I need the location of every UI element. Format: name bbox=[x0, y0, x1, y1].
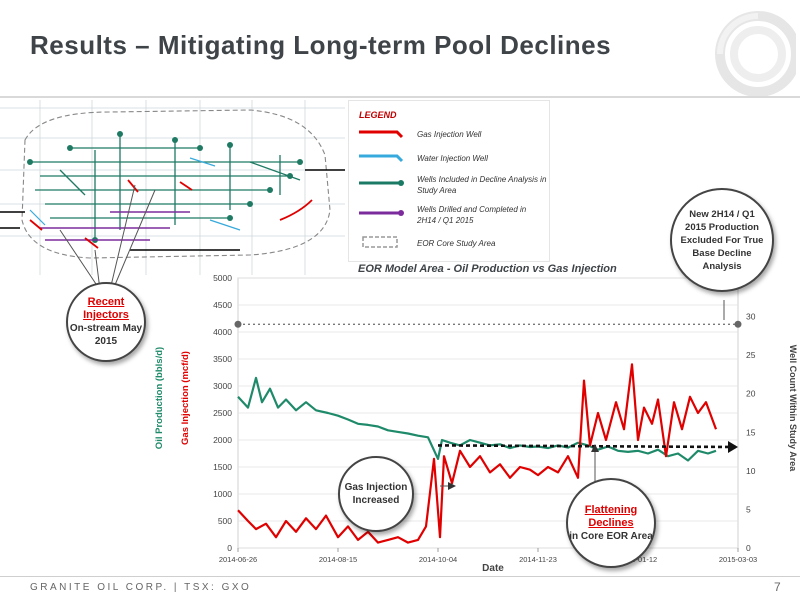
flattening-title: Flattening Declines bbox=[584, 503, 638, 529]
chart-series bbox=[234, 320, 742, 544]
chart-title: EOR Model Area - Oil Production vs Gas I… bbox=[358, 263, 617, 275]
y-axis-label-gas: Gas Injection (mcf/d) bbox=[180, 351, 191, 445]
y-tick-left: 1000 bbox=[213, 489, 232, 499]
x-tick-label: 2014-06-26 bbox=[219, 555, 257, 564]
y-tick-left: 3000 bbox=[213, 381, 232, 391]
legend-item-eor-area: EOR Core Study Area bbox=[417, 239, 496, 248]
y-tick-right: 15 bbox=[746, 427, 756, 437]
series-point bbox=[234, 320, 242, 328]
series-point bbox=[734, 320, 742, 328]
y-tick-left: 4000 bbox=[213, 327, 232, 337]
legend-item-drilled-wells: Wells Drilled and Completed in 2H14 / Q1… bbox=[417, 205, 527, 225]
well-map bbox=[0, 100, 345, 275]
legend-title: LEGEND bbox=[359, 110, 397, 120]
production-chart: 0 500 1000 1500 2000 2500 3000 3500 4000 4500 5000… bbox=[154, 273, 798, 574]
gas-injection-text: Gas Injection Increased bbox=[344, 482, 408, 506]
y-tick-right: 0 bbox=[746, 543, 751, 553]
water-injection-legend-icon bbox=[359, 154, 404, 163]
y-tick-right: 20 bbox=[746, 389, 756, 399]
trend-arrowhead bbox=[728, 441, 738, 454]
y-tick-right: 10 bbox=[746, 466, 756, 476]
y-tick-left: 2000 bbox=[213, 435, 232, 445]
eor-core-area-legend-icon bbox=[362, 236, 398, 248]
y-tick-right: 25 bbox=[746, 350, 756, 360]
included-wells-legend-icon bbox=[359, 180, 404, 186]
recent-injectors-callout: Recent Injectors On-stream May 2015 bbox=[66, 282, 146, 362]
x-axis-label: Date bbox=[482, 563, 504, 574]
gas-injection-callout: Gas Injection Increased bbox=[338, 456, 414, 532]
y-tick-left: 3500 bbox=[213, 354, 232, 364]
y-axis-left-ticks: 0 500 1000 1500 2000 2500 3000 3500 4000 4500 5000 bbox=[213, 273, 232, 553]
y-tick-left: 5000 bbox=[213, 273, 232, 283]
title-divider bbox=[0, 96, 800, 98]
legend-symbols bbox=[359, 130, 404, 248]
y-tick-left: 0 bbox=[227, 543, 232, 553]
map-legend: LEGEND Gas Injection Well Water Injectio… bbox=[348, 100, 550, 262]
x-tick-label: 2014-10-04 bbox=[419, 555, 457, 564]
x-tick-label: 2014-08-15 bbox=[319, 555, 357, 564]
recent-injectors-body: On-stream May 2015 bbox=[69, 323, 143, 347]
x-tick-label: 2015-03-03 bbox=[719, 555, 757, 564]
footer-divider bbox=[0, 576, 800, 577]
legend-item-included-wells: Wells Included in Decline Analysis in St… bbox=[417, 175, 547, 195]
x-axis-ticks: 2014-06-26 2014-08-15 2014-10-04 2014-11-23… bbox=[219, 548, 757, 564]
flattening-declines-callout: Flattening Declines in Core EOR Area bbox=[566, 478, 656, 568]
legend-item-water-injection: Water Injection Well bbox=[417, 154, 488, 163]
y-tick-left: 2500 bbox=[213, 408, 232, 418]
footer-text: GRANITE OIL CORP. | TSX: GXO bbox=[30, 582, 252, 593]
y-axis-label-right: Well Count Within Study Area bbox=[788, 345, 798, 472]
new-production-text: New 2H14 / Q1 2015 Production Excluded F… bbox=[680, 208, 764, 272]
y-tick-right: 5 bbox=[746, 504, 751, 514]
chart-grid bbox=[237, 277, 739, 549]
x-tick-label: 2015-01-12 bbox=[619, 555, 657, 564]
series-line bbox=[237, 376, 717, 462]
page-title: Results – Mitigating Long-term Pool Decl… bbox=[30, 30, 612, 60]
recent-injectors-title: Recent Injectors bbox=[83, 296, 129, 321]
page-number: 7 bbox=[774, 580, 781, 594]
y-tick-right: 30 bbox=[746, 312, 756, 322]
gas-injection-legend-icon bbox=[359, 130, 404, 139]
company-logo-icon bbox=[715, 11, 796, 96]
series-line bbox=[437, 444, 739, 449]
y-tick-left: 1500 bbox=[213, 462, 232, 472]
legend-item-gas-injection: Gas Injection Well bbox=[417, 130, 482, 139]
series-line bbox=[237, 363, 718, 544]
y-axis-label-oil: Oil Production (bbls/d) bbox=[154, 347, 165, 449]
flattening-body: in Core EOR Area bbox=[569, 530, 653, 542]
new-production-callout: New 2H14 / Q1 2015 Production Excluded F… bbox=[670, 188, 774, 292]
y-tick-left: 500 bbox=[218, 516, 232, 526]
drilled-wells-legend-icon bbox=[359, 210, 404, 216]
y-tick-left: 4500 bbox=[213, 300, 232, 310]
x-tick-label: 2014-11-23 bbox=[519, 555, 557, 564]
